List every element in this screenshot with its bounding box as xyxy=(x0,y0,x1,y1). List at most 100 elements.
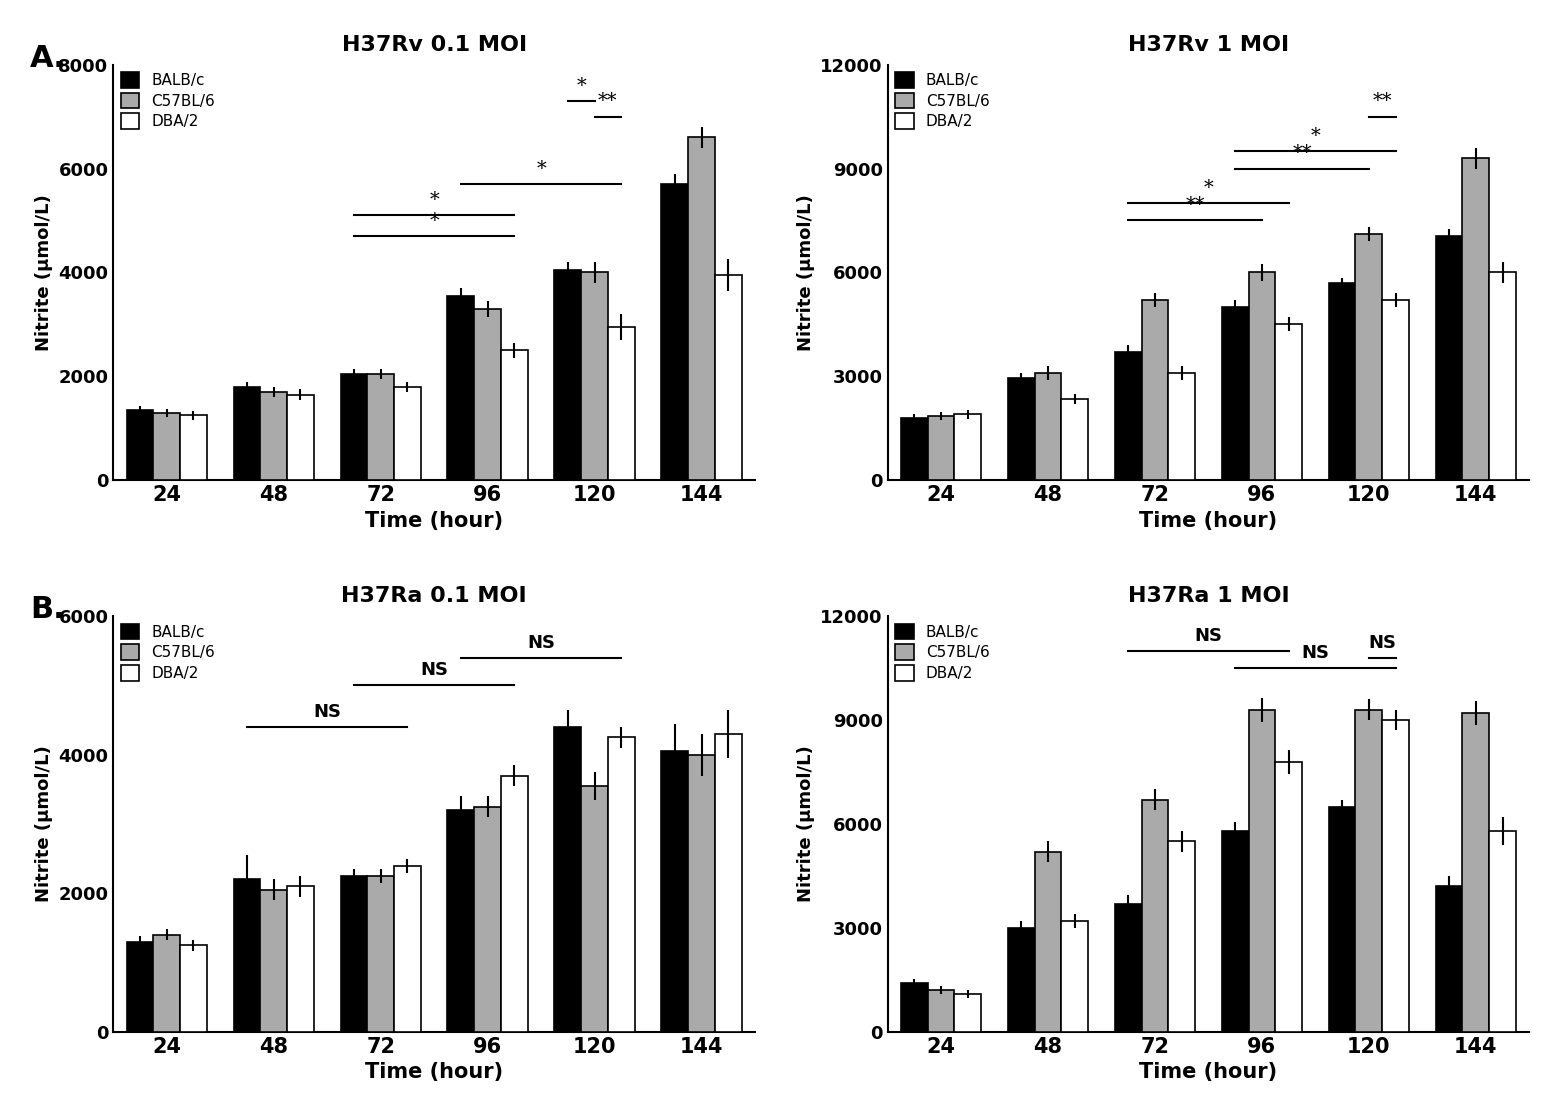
Bar xyxy=(608,737,635,1032)
X-axis label: Time (hour): Time (hour) xyxy=(1139,1062,1278,1082)
Bar xyxy=(447,810,474,1032)
Bar xyxy=(1275,324,1301,480)
Text: *: * xyxy=(1204,179,1214,197)
Bar xyxy=(1489,831,1516,1032)
Text: *: * xyxy=(576,77,586,95)
Bar xyxy=(927,417,954,480)
Text: NS: NS xyxy=(527,633,555,651)
Bar xyxy=(582,273,608,480)
Bar xyxy=(153,935,180,1032)
Bar xyxy=(500,351,527,480)
Bar xyxy=(1142,800,1168,1032)
Text: NS: NS xyxy=(421,661,449,679)
Bar xyxy=(233,879,260,1032)
Bar xyxy=(608,327,635,480)
Text: NS: NS xyxy=(1368,633,1397,651)
Bar xyxy=(901,983,927,1032)
Bar xyxy=(1275,762,1301,1032)
Bar xyxy=(180,416,206,480)
Text: NS: NS xyxy=(313,703,341,720)
Bar xyxy=(474,806,500,1032)
Bar xyxy=(1248,709,1275,1032)
Bar xyxy=(582,786,608,1032)
Legend: BALB/c, C57BL/6, DBA/2: BALB/c, C57BL/6, DBA/2 xyxy=(120,623,216,681)
Bar xyxy=(1436,236,1462,480)
Bar xyxy=(715,734,741,1032)
Bar xyxy=(1115,904,1142,1032)
Bar xyxy=(180,945,206,1032)
Text: B.: B. xyxy=(30,595,64,624)
Bar xyxy=(1489,273,1516,480)
Bar xyxy=(901,418,927,480)
Bar xyxy=(394,866,421,1032)
Text: *: * xyxy=(536,160,546,178)
Bar xyxy=(233,386,260,480)
Bar xyxy=(555,727,582,1032)
Bar xyxy=(1221,831,1248,1032)
Text: *: * xyxy=(1311,127,1320,145)
Y-axis label: Nitrite (μmol/L): Nitrite (μmol/L) xyxy=(34,194,53,351)
Y-axis label: Nitrite (μmol/L): Nitrite (μmol/L) xyxy=(34,746,53,903)
Bar xyxy=(927,991,954,1032)
Bar xyxy=(474,308,500,480)
Bar xyxy=(555,270,582,480)
Text: A.: A. xyxy=(30,44,66,73)
Bar xyxy=(1115,352,1142,480)
Bar xyxy=(1035,852,1062,1032)
Bar xyxy=(1248,273,1275,480)
Text: NS: NS xyxy=(1195,627,1223,645)
Bar xyxy=(1007,928,1035,1032)
Text: **: ** xyxy=(1373,93,1392,111)
Bar xyxy=(662,184,688,480)
Bar xyxy=(1007,379,1035,480)
Bar xyxy=(1356,235,1383,480)
Bar xyxy=(368,876,394,1032)
X-axis label: Time (hour): Time (hour) xyxy=(1139,510,1278,531)
Bar xyxy=(288,394,314,480)
Bar xyxy=(1062,922,1089,1032)
Title: H37Rv 1 MOI: H37Rv 1 MOI xyxy=(1128,35,1289,55)
Bar xyxy=(260,890,288,1032)
Text: **: ** xyxy=(1186,197,1204,214)
Text: *: * xyxy=(429,212,439,230)
Bar xyxy=(1221,307,1248,480)
X-axis label: Time (hour): Time (hour) xyxy=(364,1062,504,1082)
Bar xyxy=(1168,841,1195,1032)
Bar xyxy=(127,942,153,1032)
Title: H37Rv 0.1 MOI: H37Rv 0.1 MOI xyxy=(341,35,527,55)
Bar xyxy=(1383,300,1409,480)
Bar xyxy=(954,994,981,1032)
Bar xyxy=(127,410,153,480)
Bar xyxy=(1462,713,1489,1032)
Bar xyxy=(1436,887,1462,1032)
Text: **: ** xyxy=(1292,144,1312,162)
Bar xyxy=(1142,300,1168,480)
Bar xyxy=(662,752,688,1032)
Bar xyxy=(688,755,715,1032)
Legend: BALB/c, C57BL/6, DBA/2: BALB/c, C57BL/6, DBA/2 xyxy=(120,73,216,130)
Bar xyxy=(1356,709,1383,1032)
Bar xyxy=(394,386,421,480)
Bar xyxy=(260,392,288,480)
Bar xyxy=(1329,806,1356,1032)
Title: H37Ra 0.1 MOI: H37Ra 0.1 MOI xyxy=(341,586,527,607)
Bar xyxy=(447,296,474,480)
Bar xyxy=(1462,159,1489,480)
Text: *: * xyxy=(429,191,439,209)
Bar xyxy=(1062,399,1089,480)
Title: H37Ra 1 MOI: H37Ra 1 MOI xyxy=(1128,586,1289,607)
Bar xyxy=(500,775,527,1032)
Text: **: ** xyxy=(597,93,618,111)
Bar xyxy=(341,876,368,1032)
Bar xyxy=(368,374,394,480)
Y-axis label: Nitrite (μmol/L): Nitrite (μmol/L) xyxy=(796,746,815,903)
Legend: BALB/c, C57BL/6, DBA/2: BALB/c, C57BL/6, DBA/2 xyxy=(895,623,990,681)
Bar xyxy=(341,374,368,480)
Bar xyxy=(1383,720,1409,1032)
Bar xyxy=(153,413,180,480)
Text: NS: NS xyxy=(1301,643,1329,662)
Legend: BALB/c, C57BL/6, DBA/2: BALB/c, C57BL/6, DBA/2 xyxy=(895,73,990,130)
Y-axis label: Nitrite (μmol/L): Nitrite (μmol/L) xyxy=(796,194,815,351)
Bar xyxy=(1168,373,1195,480)
X-axis label: Time (hour): Time (hour) xyxy=(364,510,504,531)
